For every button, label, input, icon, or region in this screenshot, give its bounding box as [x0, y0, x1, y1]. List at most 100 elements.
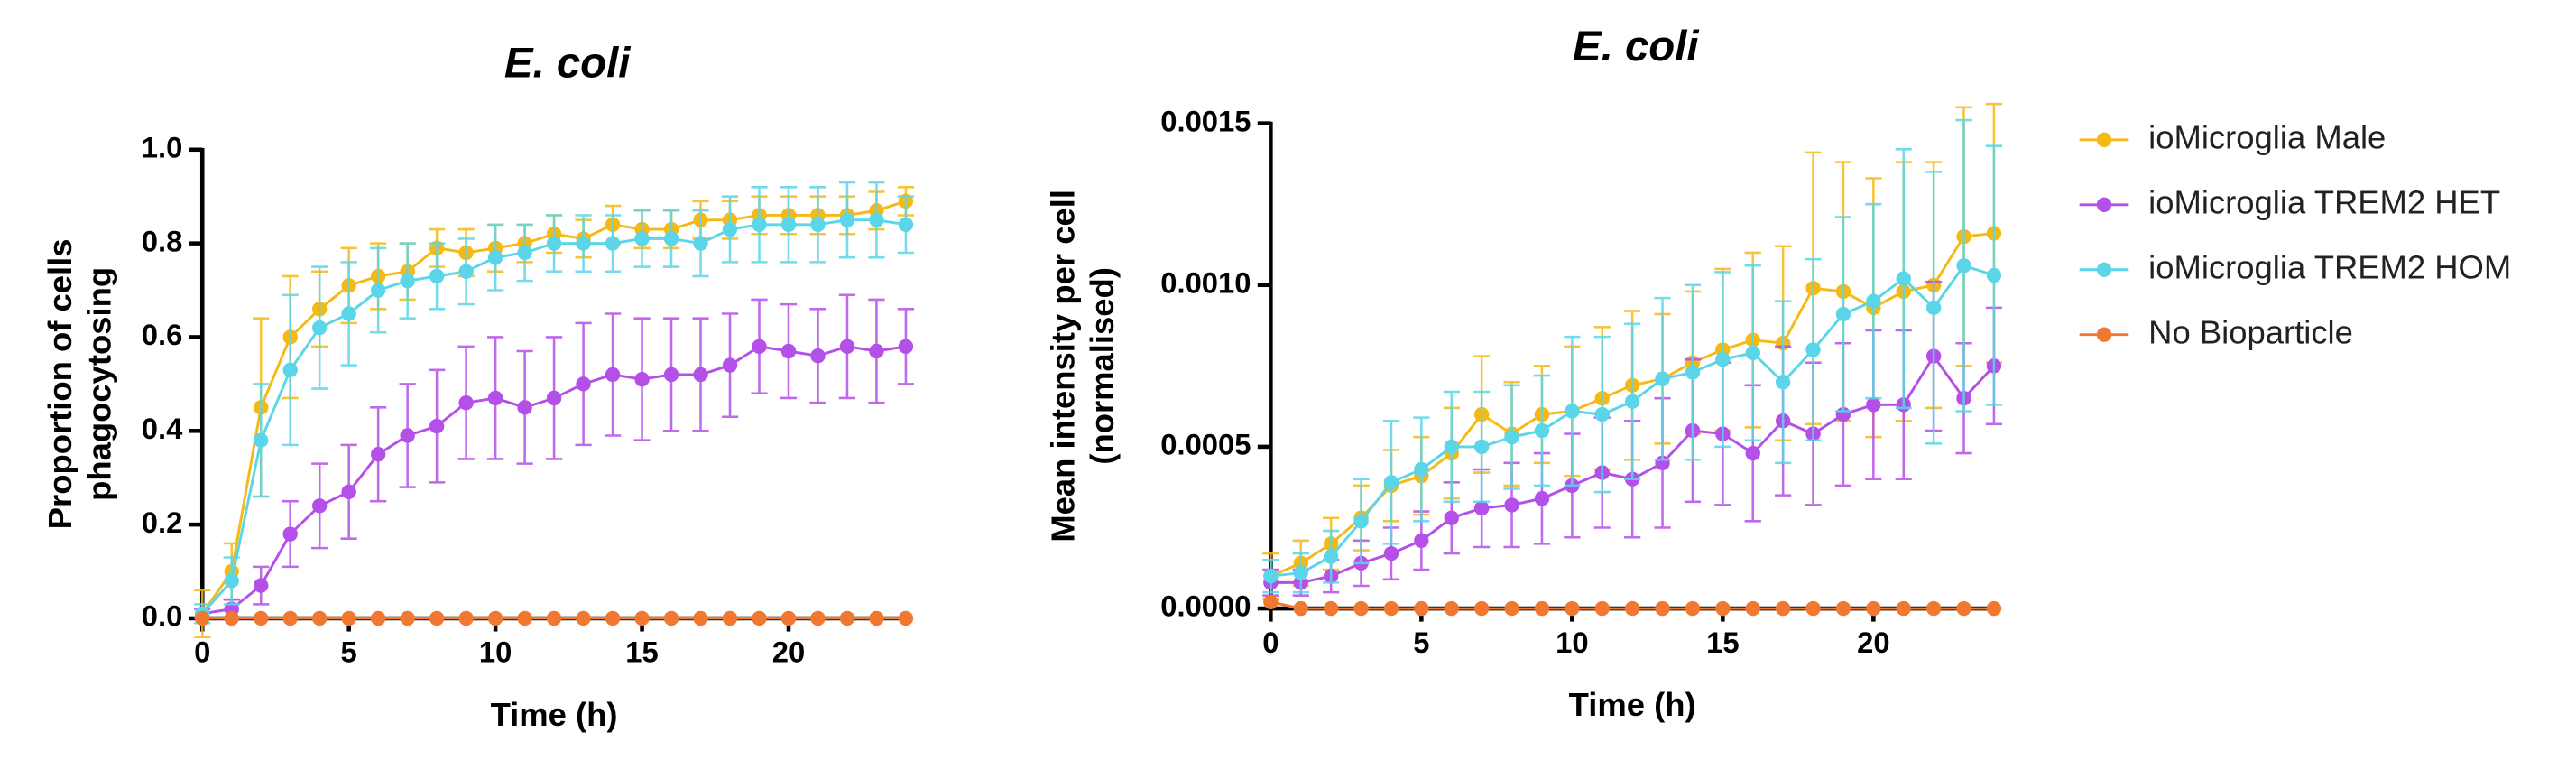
- x-tick-label: 15: [625, 636, 658, 669]
- y-tick-label: 0.2: [142, 506, 183, 539]
- chart-title: E. coli: [504, 39, 631, 87]
- data-point: [1473, 600, 1490, 617]
- data-point: [1594, 406, 1610, 422]
- data-point: [722, 610, 738, 626]
- data-point: [1414, 461, 1429, 478]
- data-point: [1263, 594, 1279, 610]
- data-point: [282, 526, 298, 542]
- data-point: [1745, 445, 1760, 461]
- data-point: [722, 357, 738, 373]
- data-point: [1444, 439, 1459, 455]
- data-point: [1685, 600, 1701, 617]
- y-axis-label: phagocytosing: [81, 267, 118, 501]
- data-point: [1444, 510, 1459, 525]
- data-point: [517, 400, 532, 415]
- data-point: [546, 610, 562, 626]
- data-point: [1534, 600, 1550, 617]
- data-point: [1896, 600, 1911, 617]
- data-point: [224, 610, 239, 626]
- data-point: [1956, 258, 1971, 274]
- y-tick-label: 0.4: [142, 412, 183, 445]
- y-tick-label: 0.6: [142, 318, 183, 351]
- data-point: [1624, 394, 1640, 409]
- data-point: [1745, 345, 1760, 361]
- data-point: [341, 306, 356, 321]
- x-tick-label: 5: [341, 636, 357, 669]
- data-point: [839, 212, 855, 227]
- data-point: [400, 610, 415, 626]
- data-point: [1805, 600, 1821, 617]
- data-point: [282, 610, 298, 626]
- data-point: [1715, 600, 1731, 617]
- data-point: [517, 245, 532, 261]
- data-point: [898, 217, 914, 233]
- data-point: [1504, 497, 1519, 513]
- data-point: [429, 268, 445, 284]
- data-point: [898, 610, 914, 626]
- data-point: [546, 390, 562, 406]
- data-point: [752, 217, 767, 233]
- data-point: [1534, 491, 1550, 506]
- data-point: [458, 610, 474, 626]
- data-point: [429, 610, 445, 626]
- data-point: [1775, 375, 1791, 390]
- data-point: [1745, 600, 1760, 617]
- data-point: [1925, 300, 1942, 316]
- data-point: [752, 339, 767, 355]
- y-tick-label: 0.0: [142, 599, 183, 633]
- data-point: [810, 217, 826, 233]
- data-point: [1655, 600, 1670, 617]
- data-point: [722, 221, 738, 237]
- data-point: [311, 320, 328, 336]
- data-point: [1655, 371, 1670, 386]
- data-point: [634, 231, 650, 246]
- series: [1262, 118, 2003, 594]
- data-point: [663, 367, 679, 383]
- x-tick-label: 10: [1556, 626, 1588, 659]
- series: [195, 610, 914, 626]
- data-point: [458, 264, 474, 279]
- data-point: [1956, 600, 1971, 617]
- data-point: [1323, 600, 1339, 617]
- y-tick-label: 1.0: [142, 130, 183, 163]
- y-tick-label: 0.0010: [1160, 265, 1251, 299]
- data-point: [810, 610, 826, 626]
- y-axis-label: (normalised): [1084, 267, 1121, 465]
- data-point: [576, 610, 591, 626]
- data-point: [1565, 404, 1580, 419]
- data-point: [311, 498, 328, 514]
- data-point: [1715, 351, 1731, 367]
- data-point: [1444, 600, 1459, 617]
- legend-marker: [2096, 132, 2112, 148]
- y-tick-label: 0.8: [142, 224, 183, 257]
- data-point: [605, 610, 621, 626]
- series: [1263, 594, 2002, 617]
- data-point: [1414, 533, 1429, 549]
- data-point: [839, 339, 855, 355]
- data-point: [1835, 600, 1851, 617]
- data-point: [282, 362, 298, 377]
- data-point: [1383, 545, 1399, 561]
- legend-marker: [2096, 197, 2112, 213]
- data-point: [1925, 600, 1942, 617]
- data-point: [487, 390, 503, 406]
- data-point: [400, 428, 415, 443]
- x-tick-label: 20: [1857, 626, 1889, 659]
- data-point: [487, 249, 503, 265]
- x-tick-label: 0: [1262, 626, 1279, 659]
- data-point: [517, 610, 532, 626]
- data-point: [254, 578, 269, 593]
- data-point: [605, 236, 621, 251]
- data-point: [224, 573, 239, 589]
- data-point: [254, 610, 269, 626]
- data-point: [1565, 600, 1580, 617]
- data-point: [752, 610, 767, 626]
- legend-label: ioMicroglia Male: [2148, 118, 2386, 155]
- data-point: [780, 217, 797, 233]
- data-point: [195, 610, 210, 626]
- data-point: [869, 343, 884, 359]
- chart-title: E. coli: [1573, 23, 1699, 70]
- data-point: [1504, 600, 1519, 617]
- data-point: [1866, 600, 1881, 617]
